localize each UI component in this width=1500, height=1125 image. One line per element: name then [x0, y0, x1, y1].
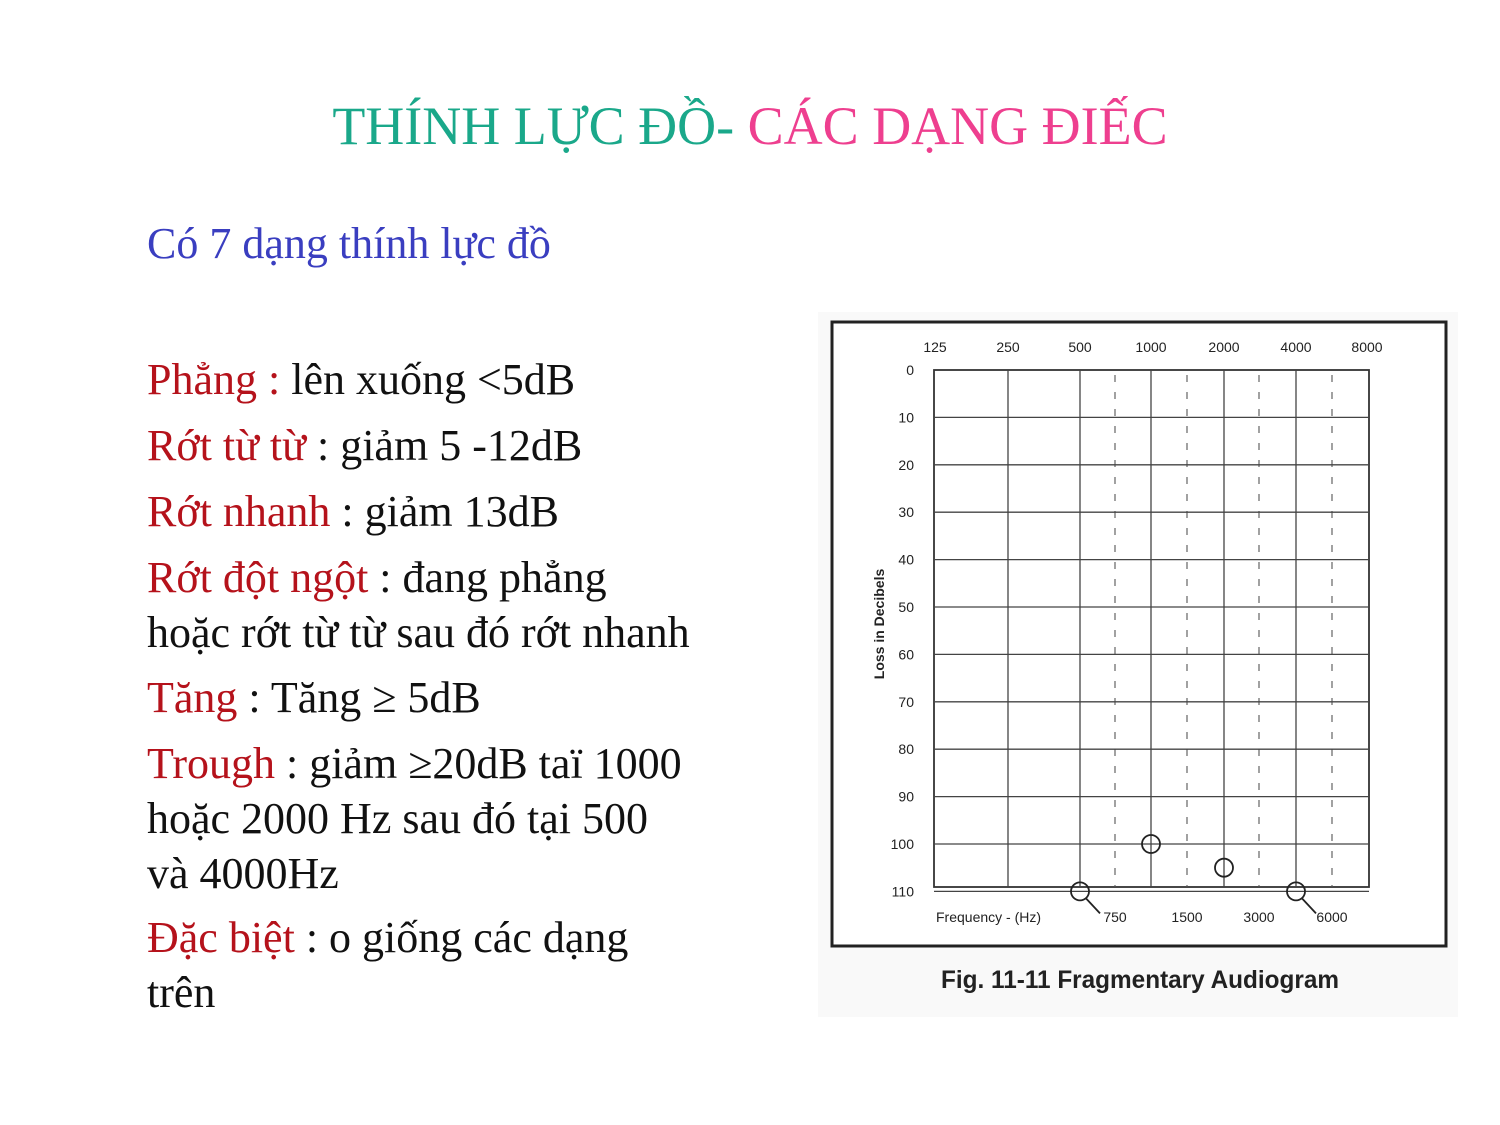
list-item: Phẳng : lên xuống <5dB [147, 352, 575, 407]
no-response-arrow [1301, 897, 1317, 915]
title-part-2: CÁC DẠNG ĐIẾC [747, 96, 1168, 156]
item-term: Trough [147, 739, 275, 788]
y-tick-label: 60 [898, 646, 914, 662]
y-tick-label: 10 [898, 409, 914, 425]
bottom-frequency-label: 3000 [1243, 909, 1274, 925]
bottom-frequency-label: 1500 [1171, 909, 1202, 925]
y-tick-label: 50 [898, 599, 914, 615]
bottom-frequency-label: 6000 [1316, 909, 1347, 925]
top-frequency-label: 1000 [1135, 339, 1166, 355]
item-term: Đặc biệt [147, 913, 295, 962]
item-term: Tăng [147, 673, 238, 722]
list-item: Tăng : Tăng ≥ 5dB [147, 670, 481, 725]
bottom-frequency-label: 750 [1103, 909, 1127, 925]
slide-title: THÍNH LỰC ĐỒ- CÁC DẠNG ĐIẾC [0, 95, 1500, 157]
item-description: : giảm ≥20dB taï 1000 [274, 739, 682, 788]
item-term: Rớt nhanh [147, 487, 331, 536]
item-term: Rớt từ từ [147, 421, 306, 470]
data-point-circle [1070, 881, 1090, 902]
item-description: hoặc 2000 Hz sau đó tại 500 [147, 794, 648, 843]
item-description: : đang phẳng [368, 553, 607, 602]
top-frequency-label: 4000 [1280, 339, 1311, 355]
y-tick-label: 20 [898, 457, 914, 473]
y-tick-label: 100 [891, 836, 915, 852]
item-description: lên xuống <5dB [280, 355, 576, 404]
top-frequency-label: 500 [1068, 339, 1092, 355]
data-point-circle [1286, 881, 1306, 902]
item-description: và 4000Hz [147, 849, 339, 898]
data-point-circle [1141, 834, 1161, 854]
subtitle: Có 7 dạng thính lực đồ [147, 219, 551, 268]
y-tick-label: 70 [898, 694, 914, 710]
no-response-arrow [1085, 897, 1101, 915]
y-tick-label: 90 [898, 789, 914, 805]
top-frequency-label: 125 [923, 339, 947, 355]
y-tick-label: 30 [898, 504, 914, 520]
list-item: Rớt từ từ : giảm 5 -12dB [147, 418, 582, 473]
item-description: : o giống các dạng [294, 913, 629, 962]
y-tick-label: 0 [906, 362, 914, 378]
item-description: hoặc rớt từ từ sau đó rớt nhanh [147, 608, 690, 657]
list-item: Rớt nhanh : giảm 13dB [147, 484, 559, 539]
list-item: Đặc biệt : o giống các dạng trên [147, 910, 628, 1020]
item-description: trên [147, 968, 216, 1017]
figure-frame [830, 320, 1448, 948]
y-tick-label: 40 [898, 552, 914, 568]
data-point-circle [1214, 857, 1234, 878]
top-frequency-label: 250 [996, 339, 1020, 355]
x-axis-label: Frequency - (Hz) [936, 909, 1041, 925]
y-tick-label: 110 [892, 883, 915, 899]
figure-caption: Fig. 11-11 Fragmentary Audiogram [941, 966, 1339, 994]
item-description: : giảm 5 -12dB [305, 421, 583, 470]
item-term: Rớt đột ngột [147, 553, 369, 602]
y-tick-label: 80 [898, 741, 914, 757]
list-item: Rớt đột ngột : đang phẳng hoặc rớt từ từ … [147, 550, 690, 660]
item-description: : giảm 13dB [330, 487, 559, 536]
item-description: : Tăng ≥ 5dB [237, 673, 481, 722]
title-part-1: THÍNH LỰC ĐỒ- [332, 96, 748, 156]
audiogram-figure: 125 250 500 1000 2000 4000 8000 750 1500 3000 6000… [818, 312, 1458, 1017]
y-axis-label: Loss in Decibels [871, 569, 887, 680]
list-item: Trough : giảm ≥20dB taï 1000 hoặc 2000 Hz… [147, 736, 682, 901]
top-frequency-label: 8000 [1351, 339, 1382, 355]
item-term: Phẳng : [147, 355, 281, 404]
top-frequency-label: 2000 [1208, 339, 1239, 355]
